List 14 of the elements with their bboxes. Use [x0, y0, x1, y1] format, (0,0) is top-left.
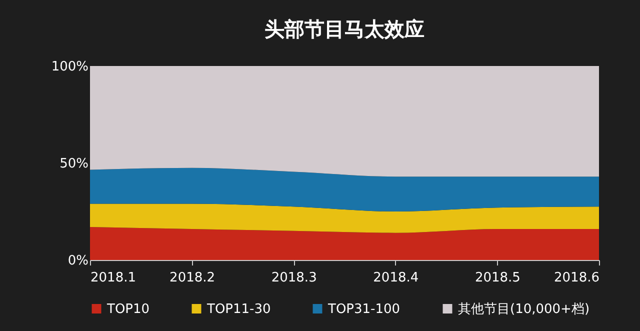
legend-label: TOP31-100 — [327, 302, 400, 317]
legend-label: 其他节目(10,000+档) — [458, 302, 590, 317]
chart-title: 头部节目马太效应 — [264, 17, 424, 41]
y-tick-label: 50% — [60, 156, 88, 172]
y-tick-label: 0% — [68, 254, 88, 268]
x-tick-label: 2018.3 — [271, 270, 317, 286]
x-tick-label: 2018.4 — [373, 270, 419, 286]
x-tick-label: 2018.1 — [90, 270, 136, 286]
x-tick-label: 2018.6 — [554, 270, 600, 286]
y-tick-label: 100% — [51, 60, 88, 74]
legend-label: TOP11-30 — [206, 302, 271, 317]
x-tick-label: 2018.2 — [170, 270, 216, 286]
x-tick-label: 2018.5 — [474, 270, 520, 286]
legend-label: TOP10 — [106, 302, 150, 317]
